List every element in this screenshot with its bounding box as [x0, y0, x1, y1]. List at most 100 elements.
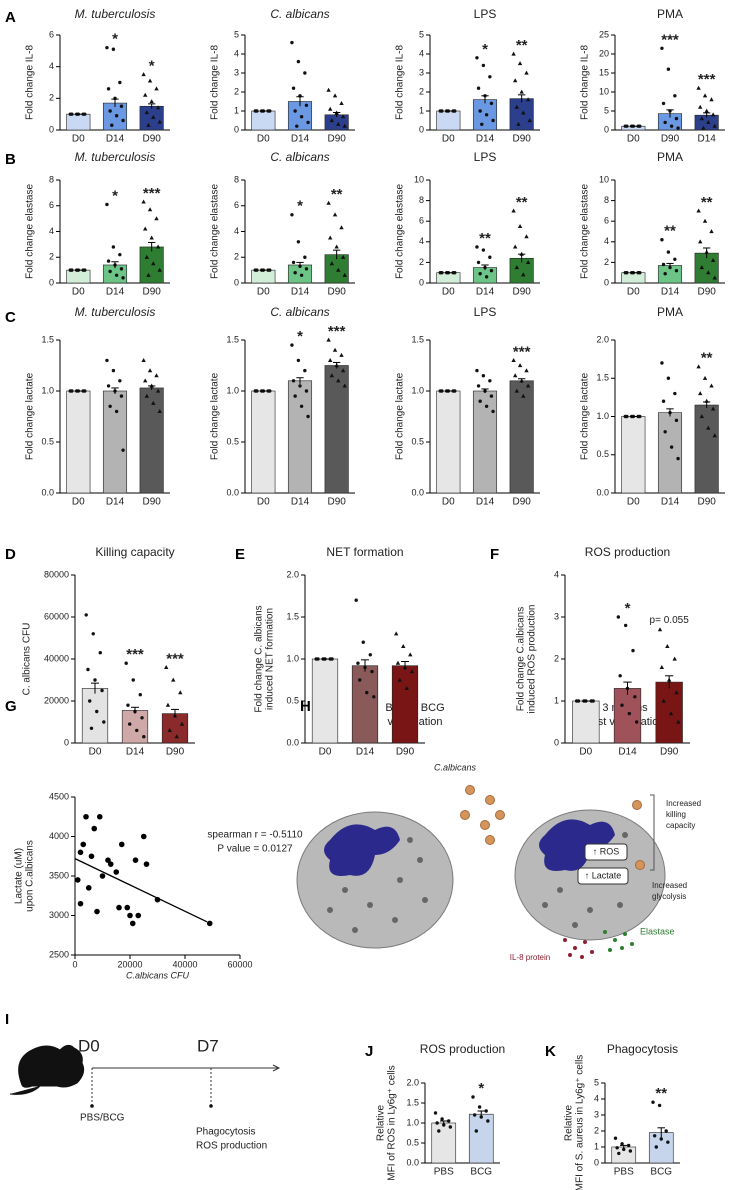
y-tick-label: 0	[234, 124, 239, 134]
data-point	[674, 690, 679, 695]
y-tick-label: 2500	[49, 949, 69, 959]
data-point	[704, 108, 709, 113]
data-point	[576, 699, 581, 703]
bar	[621, 416, 646, 494]
data-point	[447, 1119, 451, 1123]
data-point	[701, 125, 706, 130]
data-point	[114, 114, 119, 118]
data-point	[89, 726, 94, 730]
y-tick-label: 2	[594, 1125, 599, 1135]
data-point	[471, 1095, 475, 1099]
data-point	[155, 388, 161, 393]
chart-title: PMA	[657, 7, 683, 21]
y-tick-label: 0.5	[226, 436, 239, 446]
x-tick-label: 60000	[227, 959, 252, 969]
data-point	[654, 1145, 658, 1149]
data-point	[95, 709, 99, 714]
x-tick-label: D0	[579, 747, 592, 758]
y-axis-label: upon C.albicans	[25, 840, 36, 912]
label: PBS/BCG	[80, 1113, 125, 1124]
y-tick-label: 4000	[49, 831, 69, 841]
data-point	[105, 358, 109, 363]
y-tick-label: 6	[604, 216, 609, 226]
data-point	[484, 404, 489, 408]
data-point	[613, 1136, 618, 1140]
data-point	[661, 399, 666, 403]
data-point	[440, 1117, 444, 1121]
y-tick-label: 2	[554, 653, 559, 663]
y-axis-label: Fold change IL-8	[395, 45, 406, 120]
data-point	[652, 1134, 657, 1138]
y-axis-label: Fold change C.albicans	[516, 607, 527, 712]
data-point	[665, 644, 670, 648]
data-point	[481, 374, 486, 378]
y-tick-label: 0.0	[41, 487, 54, 497]
significance: ***	[698, 71, 716, 88]
x-tick-label: D0	[442, 497, 455, 508]
data-point	[179, 721, 185, 726]
bar	[613, 688, 642, 744]
data-point	[144, 110, 150, 115]
data-point	[666, 67, 671, 71]
y-tick-label: 0	[604, 124, 609, 134]
y-tick-label: 2	[49, 252, 54, 262]
x-tick-label: BCG	[650, 1167, 672, 1178]
data-point	[119, 394, 124, 398]
x-tick-label: D0	[627, 497, 640, 508]
x-tick-label: D90	[166, 747, 185, 758]
data-point	[625, 124, 629, 128]
data-point	[625, 414, 629, 419]
data-point	[296, 59, 301, 64]
label: glycolysis	[652, 892, 686, 901]
data-point	[339, 352, 344, 357]
y-tick-label: 60000	[44, 611, 69, 621]
data-point	[660, 238, 664, 242]
data-point	[525, 383, 531, 388]
data-point	[702, 93, 708, 98]
data-point	[140, 716, 144, 720]
data-point	[303, 368, 307, 373]
data-point	[631, 648, 635, 653]
significance: ***	[126, 646, 144, 663]
data-point	[332, 347, 338, 352]
data-point	[591, 699, 595, 703]
data-point	[105, 857, 111, 863]
data-point	[664, 1129, 668, 1133]
y-tick-label: 1.5	[226, 334, 239, 344]
data-point	[306, 414, 310, 419]
data-point	[699, 265, 705, 270]
y-tick-label: 0.5	[286, 695, 299, 705]
y-tick-label: 8	[49, 174, 54, 184]
data-point	[124, 661, 128, 665]
chart-title: Phagocytosis	[607, 1042, 678, 1056]
y-tick-label: 5	[419, 29, 424, 39]
bar	[468, 1113, 494, 1164]
significance: ***	[328, 323, 346, 340]
data-point	[132, 857, 139, 863]
y-tick-label: 0.0	[226, 487, 239, 497]
x-tick-label: D90	[327, 497, 346, 508]
x-tick-label: PBS	[614, 1167, 634, 1178]
y-tick-label: 80000	[44, 569, 69, 579]
data-point	[433, 1111, 438, 1115]
data-point	[638, 124, 642, 128]
data-point	[513, 373, 518, 378]
data-point	[306, 120, 310, 125]
data-point	[144, 393, 150, 398]
y-tick-label: 6	[234, 200, 239, 210]
bar	[102, 102, 128, 131]
panel-letter: C	[5, 309, 16, 326]
data-point	[401, 644, 406, 648]
data-point	[673, 257, 677, 262]
y-tick-label: 8	[419, 195, 424, 205]
y-axis-label: Fold change C. albicans	[254, 605, 265, 712]
y-tick-label: 4	[419, 48, 424, 58]
data-point	[354, 598, 358, 602]
data-point	[478, 109, 482, 113]
panel-letter: B	[5, 151, 16, 168]
data-point	[615, 1146, 619, 1150]
x-tick-label: 0	[72, 959, 77, 969]
label: Increased	[666, 799, 701, 808]
y-tick-label: 10	[414, 174, 424, 184]
data-point	[107, 861, 114, 867]
